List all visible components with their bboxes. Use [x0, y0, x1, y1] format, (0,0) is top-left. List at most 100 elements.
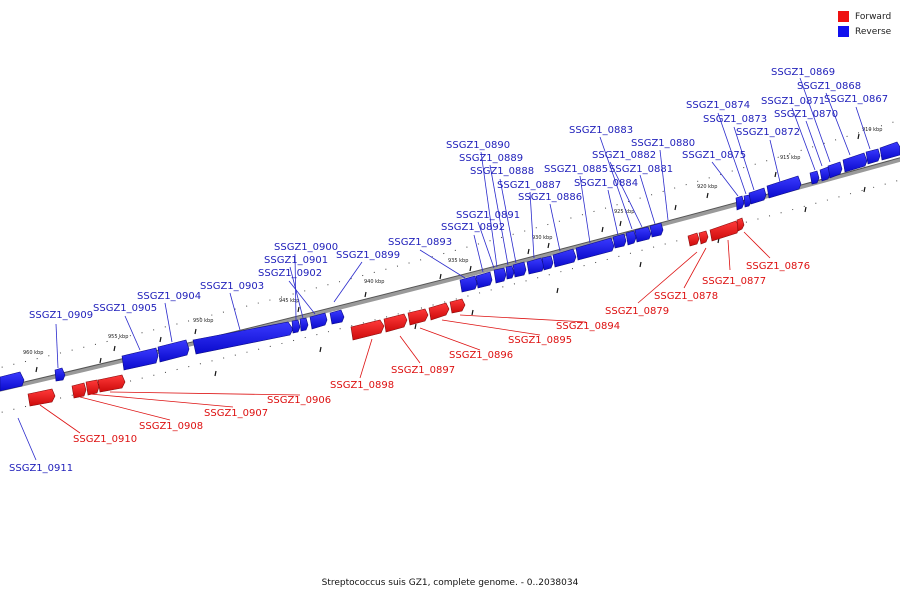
- gene-0901-block[interactable]: [299, 317, 309, 332]
- gene-0879-block[interactable]: [687, 232, 700, 247]
- gene-0883-block[interactable]: [625, 230, 637, 246]
- gene-label-0878: SSGZ1_0878: [654, 291, 718, 302]
- legend-reverse: Reverse: [838, 24, 900, 39]
- gene-0907-block[interactable]: [85, 379, 100, 396]
- reverse-genes: [0, 141, 900, 392]
- lower-dotted-track: [0, 179, 900, 414]
- tick-label: 930 kbp: [532, 235, 552, 241]
- gene-label-0867: SSGZ1_0867: [824, 94, 888, 105]
- gene-0909-block[interactable]: [54, 367, 66, 382]
- reverse-labels: SSGZ1_0869 SSGZ1_0868 SSGZ1_0871 SSGZ1_0…: [9, 67, 888, 474]
- gene-label-0890: SSGZ1_0890: [446, 140, 510, 151]
- gene-0899-block[interactable]: [329, 309, 345, 325]
- gene-0887-block[interactable]: [541, 255, 554, 271]
- gene-label-0891: SSGZ1_0891: [456, 210, 520, 221]
- gene-0910-block[interactable]: [27, 388, 56, 407]
- reverse-swatch: [838, 26, 849, 37]
- gene-0867-block[interactable]: [865, 148, 881, 165]
- gene-label-0905: SSGZ1_0905: [93, 303, 157, 314]
- gene-0886-block[interactable]: [552, 248, 577, 268]
- gene-label-0869: SSGZ1_0869: [771, 67, 835, 78]
- gene-label-0885: SSGZ1_0885: [544, 164, 608, 175]
- gene-0888-block[interactable]: [526, 257, 545, 275]
- tick-labels: 910 kbp 915 kbp 920 kbp 925 kbp 930 kbp …: [23, 127, 882, 356]
- gene-0905-block[interactable]: [121, 347, 159, 371]
- gene-0890-block[interactable]: [505, 265, 515, 280]
- gene-0868-block[interactable]: [842, 152, 868, 173]
- major-ticks: [19, 133, 866, 383]
- legend-reverse-label: Reverse: [855, 26, 892, 37]
- tick-label: 915 kbp: [780, 155, 800, 161]
- gene-label-0887: SSGZ1_0887: [497, 180, 561, 191]
- gene-0866-block[interactable]: [879, 141, 900, 161]
- gene-label-0877: SSGZ1_0877: [702, 276, 766, 287]
- gene-label-0874: SSGZ1_0874: [686, 100, 750, 111]
- forward-swatch: [838, 11, 849, 22]
- gene-label-0902: SSGZ1_0902: [258, 268, 322, 279]
- gene-0889-block[interactable]: [512, 261, 527, 278]
- gene-0875-block[interactable]: [735, 195, 745, 211]
- gene-label-0904: SSGZ1_0904: [137, 291, 201, 302]
- gene-label-0888: SSGZ1_0888: [470, 166, 534, 177]
- gene-0897-block[interactable]: [383, 313, 408, 333]
- gene-0884-block[interactable]: [612, 233, 627, 249]
- gene-0904-block[interactable]: [157, 339, 190, 363]
- tick-label: 910 kbp: [862, 127, 882, 133]
- gene-0898-block[interactable]: [350, 319, 385, 341]
- gene-0870-block[interactable]: [819, 166, 831, 182]
- gene-0881-block[interactable]: [649, 222, 664, 238]
- gene-0871-block[interactable]: [809, 170, 820, 185]
- gene-0911-block[interactable]: [0, 371, 25, 392]
- gene-label-0906: SSGZ1_0906: [267, 395, 331, 406]
- gene-0900-block[interactable]: [309, 312, 328, 330]
- gene-label-0873: SSGZ1_0873: [703, 114, 767, 125]
- gene-0903-block[interactable]: [192, 321, 294, 355]
- gene-label-0910: SSGZ1_0910: [73, 434, 137, 445]
- gene-label-0897: SSGZ1_0897: [391, 365, 455, 376]
- gene-0873-block[interactable]: [748, 187, 767, 205]
- gene-label-0881: SSGZ1_0881: [609, 164, 673, 175]
- gene-0882-block[interactable]: [634, 226, 652, 243]
- genome-caption: Streptococcus suis GZ1, complete genome.…: [321, 578, 579, 588]
- gene-0892-block[interactable]: [475, 271, 493, 289]
- tick-label: 960 kbp: [23, 350, 43, 356]
- gene-0878-block[interactable]: [698, 230, 709, 245]
- gene-0869-block[interactable]: [827, 161, 843, 179]
- gene-label-0892: SSGZ1_0892: [441, 222, 505, 233]
- gene-0874-block[interactable]: [743, 194, 752, 208]
- gene-0876-block[interactable]: [736, 217, 745, 232]
- gene-label-0871: SSGZ1_0871: [761, 96, 825, 107]
- gene-0885-block[interactable]: [575, 237, 615, 261]
- gene-label-0868: SSGZ1_0868: [797, 81, 861, 92]
- gene-0896-block[interactable]: [407, 308, 429, 326]
- gene-0893-block[interactable]: [459, 275, 478, 293]
- gene-label-0911: SSGZ1_0911: [9, 463, 73, 474]
- forward-labels: SSGZ1_0876 SSGZ1_0877 SSGZ1_0878 SSGZ1_0…: [73, 261, 810, 445]
- gene-label-0875: SSGZ1_0875: [682, 150, 746, 161]
- legend-forward-label: Forward: [855, 11, 892, 22]
- gene-0877-block[interactable]: [709, 220, 740, 242]
- gene-0895-block[interactable]: [428, 302, 450, 321]
- gene-label-0893: SSGZ1_0893: [388, 237, 452, 248]
- gene-0908-block[interactable]: [71, 382, 87, 399]
- tick-label: 955 kbp: [108, 334, 128, 340]
- gene-label-0894: SSGZ1_0894: [556, 321, 620, 332]
- gene-label-0880: SSGZ1_0880: [631, 138, 695, 149]
- gene-0906-block[interactable]: [97, 374, 126, 393]
- gene-0902-block[interactable]: [291, 319, 301, 334]
- forward-genes: [27, 217, 745, 407]
- gene-0891-block[interactable]: [493, 267, 507, 284]
- tick-label: 950 kbp: [193, 318, 213, 324]
- gene-0894-block[interactable]: [449, 298, 466, 314]
- gene-label-0909: SSGZ1_0909: [29, 310, 93, 321]
- gene-label-0882: SSGZ1_0882: [592, 150, 656, 161]
- gene-label-0886: SSGZ1_0886: [518, 192, 582, 203]
- gene-0872-block[interactable]: [766, 175, 802, 199]
- gene-label-0879: SSGZ1_0879: [605, 306, 669, 317]
- gene-label-0884: SSGZ1_0884: [574, 178, 638, 189]
- reverse-leader-lines: [17, 77, 871, 461]
- gene-label-0898: SSGZ1_0898: [330, 380, 394, 391]
- gene-label-0900: SSGZ1_0900: [274, 242, 338, 253]
